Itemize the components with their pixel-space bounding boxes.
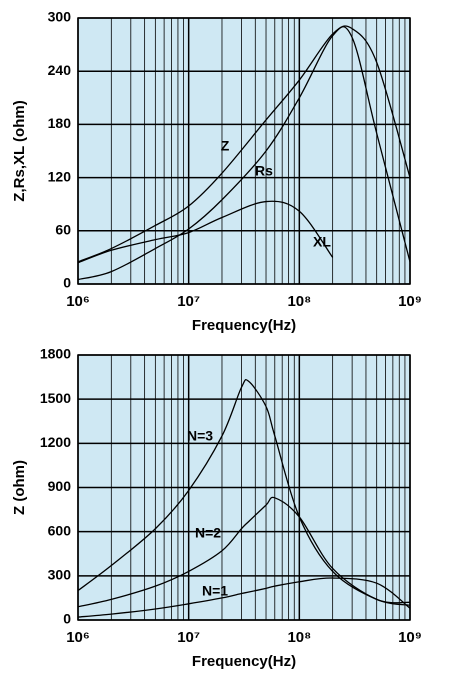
y-tick-label: 60: [55, 222, 71, 238]
y-tick-label: 180: [48, 115, 72, 131]
x-tick-label: 10⁸: [287, 293, 311, 310]
y-tick-label: 0: [63, 275, 71, 291]
x-tick-label: 10⁹: [398, 629, 422, 646]
series-line: [77, 26, 411, 281]
series-label: N=1: [202, 583, 228, 599]
x-tick-label: 10⁷: [177, 629, 200, 646]
series-line: [77, 577, 411, 618]
y-tick-label: 1200: [40, 434, 71, 450]
plot-border: [77, 354, 411, 621]
y-tick-label: 300: [48, 9, 72, 25]
series-line: [77, 496, 411, 608]
series-label: XL: [313, 234, 331, 250]
y-tick-label: 1800: [40, 346, 71, 362]
plot-background: [78, 18, 410, 284]
chart: 10⁶ 10⁷ 10⁸ 10⁹ 0 60 120 180 240 300 Frequency(Hz)…: [11, 9, 422, 334]
series-label: Rs: [255, 163, 273, 179]
y-tick-label: 1500: [40, 390, 71, 406]
series-line: [77, 25, 411, 263]
series-label: Z: [221, 138, 230, 154]
y-axis-title: Z (ohm): [11, 460, 28, 515]
x-tick-label: 10⁶: [66, 293, 90, 310]
x-tick-label: 10⁶: [66, 629, 90, 646]
plot-border: [77, 17, 411, 285]
series-line: [77, 200, 334, 264]
x-axis-title: Frequency(Hz): [192, 317, 296, 334]
series-line: [77, 378, 411, 606]
x-tick-label: 10⁹: [398, 293, 422, 310]
y-tick-label: 600: [48, 522, 72, 538]
y-tick-label: 120: [48, 168, 72, 184]
x-tick-label: 10⁷: [177, 293, 200, 310]
x-tick-label: 10⁸: [287, 629, 311, 646]
series-label: N=3: [187, 428, 213, 444]
y-axis-title: Z,Rs,XL (ohm): [11, 100, 28, 201]
chart: 10⁶ 10⁷ 10⁸ 10⁹ 0 300 600 900 1200 1500 1800 Freque…: [11, 346, 422, 670]
y-tick-label: 0: [63, 611, 71, 627]
y-tick-label: 300: [48, 567, 72, 583]
x-axis-title: Frequency(Hz): [192, 653, 296, 670]
y-tick-label: 240: [48, 62, 72, 78]
y-tick-label: 900: [48, 478, 72, 494]
series-label: N=2: [195, 525, 221, 541]
